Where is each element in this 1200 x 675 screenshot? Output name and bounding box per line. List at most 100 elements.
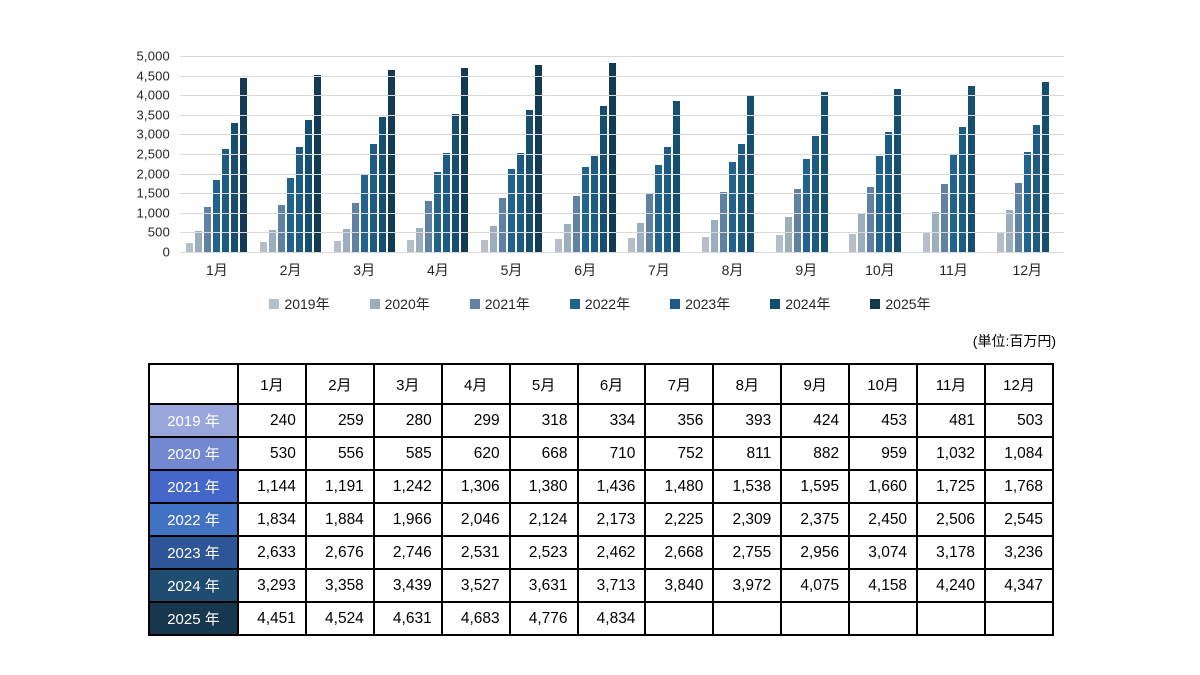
table-value-cell: 453 — [848, 403, 919, 438]
x-tick-label: 7月 — [647, 262, 670, 278]
table-value-cell: 1,436 — [576, 469, 647, 504]
x-tick-label: 11月 — [939, 262, 968, 278]
table-column-header: 8月 — [712, 363, 783, 405]
table-value-cell: 481 — [916, 403, 986, 438]
legend-swatch-icon — [770, 299, 781, 309]
legend-swatch-icon — [469, 299, 480, 309]
table-value-cell — [644, 601, 715, 636]
table-value-cell: 1,834 — [237, 502, 307, 537]
table-value-cell: 4,451 — [237, 601, 307, 636]
legend-item: 2025年 — [870, 294, 931, 314]
table-value-cell: 1,966 — [372, 502, 443, 537]
table-value-cell: 710 — [576, 436, 647, 471]
table-value-cell: 3,358 — [304, 568, 375, 603]
table-value-cell: 620 — [440, 436, 511, 471]
x-tick-label: 3月 — [353, 262, 376, 278]
bar-2025年-1月 — [240, 77, 248, 252]
table-value-cell — [780, 601, 851, 636]
bar-2019年-1月 — [186, 242, 194, 252]
bar-2024年-2月 — [305, 120, 312, 252]
bar-group — [622, 56, 696, 252]
table-row-header: 2024 年 — [148, 568, 239, 603]
table-value-cell: 4,158 — [848, 568, 919, 603]
table-value-cell: 3,236 — [983, 535, 1055, 570]
table-column-header: 9月 — [780, 363, 851, 405]
bar-group — [475, 56, 549, 252]
bar-2022年-10月 — [876, 155, 884, 252]
bar-group — [548, 56, 622, 252]
table-value-cell: 1,144 — [237, 469, 307, 504]
table-value-cell: 2,523 — [508, 535, 579, 570]
bar-2024年-4月 — [452, 113, 460, 252]
bar-2022年-1月 — [213, 180, 221, 252]
legend-item: 2022年 — [569, 294, 630, 314]
table-value-cell: 1,242 — [372, 469, 443, 504]
bar-2019年-2月 — [260, 241, 267, 252]
legend-label: 2019年 — [284, 296, 330, 312]
bar-2024年-10月 — [894, 89, 902, 252]
gridline — [180, 212, 1064, 214]
bar-2024年-12月 — [1041, 81, 1049, 252]
gridline — [180, 114, 1064, 116]
table-row: 2022 年 1,834 1,884 1,966 2,046 2,124 2,173 2,22… — [148, 502, 1055, 537]
bar-2025年-6月 — [608, 62, 616, 252]
bar-2025年-4月 — [461, 68, 469, 252]
bar-2020年-11月 — [932, 211, 940, 252]
legend-label: 2023年 — [685, 296, 731, 312]
table-value-cell: 2,755 — [712, 535, 783, 570]
table-value-cell: 1,660 — [848, 469, 919, 504]
x-tick-label: 9月 — [795, 262, 818, 278]
table-value-cell: 1,480 — [644, 469, 715, 504]
bar-2019年-5月 — [481, 239, 489, 252]
bar-2022年-11月 — [950, 153, 958, 252]
y-tick-label: 2,500 — [136, 146, 170, 162]
legend-swatch-icon — [670, 299, 681, 309]
table-value-cell: 2,225 — [644, 502, 715, 537]
legend-swatch-icon — [269, 299, 280, 309]
x-tick-label: 6月 — [574, 262, 597, 278]
bar-2024年-11月 — [968, 85, 976, 252]
bar-2019年-11月 — [923, 233, 931, 252]
table-value-cell: 1,768 — [983, 469, 1055, 504]
table-row: 2019 年 240 259 280 299 318 334 356 393 424 453 481 5… — [148, 403, 1055, 438]
bar-2022年-7月 — [655, 164, 663, 252]
bar-2024年-1月 — [231, 122, 239, 252]
table-column-header: 5月 — [508, 363, 579, 405]
bar-2023年-5月 — [517, 153, 525, 252]
bar-2022年-5月 — [508, 168, 516, 252]
table-value-cell: 424 — [780, 403, 851, 438]
y-tick-label: 1,500 — [136, 185, 170, 201]
table-row-header: 2022 年 — [148, 502, 239, 537]
bar-2023年-7月 — [664, 147, 672, 252]
x-tick-label: 5月 — [500, 262, 523, 278]
gridline — [180, 95, 1064, 97]
bar-2025年-3月 — [387, 70, 395, 252]
table-value-cell: 3,439 — [372, 568, 443, 603]
table-value-cell: 4,683 — [440, 601, 511, 636]
bar-2021年-12月 — [1014, 182, 1022, 252]
table-row: 2020 年 530 556 585 620 668 710 752 811 882 959 1,03… — [148, 436, 1055, 471]
table-value-cell: 4,776 — [508, 601, 579, 636]
bar-2019年-8月 — [702, 236, 710, 252]
table-value-cell: 2,173 — [576, 502, 647, 537]
unit-note: (単位:百万円) — [972, 333, 1056, 349]
table-value-cell: 240 — [237, 403, 307, 438]
gridline — [180, 154, 1064, 155]
bar-2024年-7月 — [673, 101, 681, 252]
table-value-cell: 318 — [508, 403, 579, 438]
bar-groups — [180, 56, 1064, 252]
table-column-header: 1月 — [237, 363, 307, 405]
bar-2023年-6月 — [590, 155, 598, 252]
bar-group — [990, 56, 1064, 252]
table-value-cell: 4,347 — [983, 568, 1055, 603]
table-value-cell: 4,075 — [780, 568, 851, 603]
bar-group — [917, 56, 991, 252]
table-row: 2023 年 2,633 2,676 2,746 2,531 2,523 2,462 2,66… — [148, 535, 1055, 570]
legend-item: 2020年 — [369, 294, 430, 314]
table-value-cell: 356 — [644, 403, 715, 438]
table-value-cell: 2,668 — [644, 535, 715, 570]
y-tick-label: 0 — [162, 244, 170, 260]
table-value-cell: 4,240 — [916, 568, 986, 603]
bar-2023年-11月 — [959, 127, 967, 252]
bar-2019年-7月 — [628, 238, 636, 252]
